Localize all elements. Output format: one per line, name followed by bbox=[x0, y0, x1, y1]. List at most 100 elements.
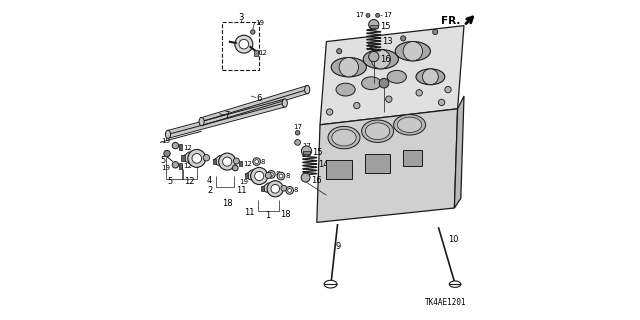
Bar bbox=[179, 163, 182, 169]
Text: 18: 18 bbox=[222, 199, 232, 208]
Text: 8: 8 bbox=[285, 173, 290, 179]
Circle shape bbox=[271, 185, 280, 193]
Circle shape bbox=[339, 58, 358, 77]
Circle shape bbox=[268, 171, 275, 178]
Circle shape bbox=[288, 188, 292, 192]
Circle shape bbox=[204, 155, 210, 161]
Circle shape bbox=[251, 167, 268, 185]
Text: 14: 14 bbox=[319, 160, 329, 169]
Circle shape bbox=[385, 96, 392, 102]
Ellipse shape bbox=[387, 70, 406, 83]
Polygon shape bbox=[454, 96, 464, 208]
Circle shape bbox=[326, 109, 333, 115]
Ellipse shape bbox=[396, 42, 431, 61]
Text: FR.: FR. bbox=[442, 16, 461, 26]
Circle shape bbox=[369, 20, 379, 30]
Ellipse shape bbox=[328, 126, 360, 149]
Text: 19: 19 bbox=[161, 165, 170, 171]
Bar bbox=[303, 151, 310, 154]
Circle shape bbox=[250, 30, 255, 34]
Ellipse shape bbox=[332, 129, 356, 146]
Circle shape bbox=[354, 102, 360, 109]
Circle shape bbox=[296, 131, 300, 135]
Text: 17: 17 bbox=[383, 12, 392, 18]
Ellipse shape bbox=[397, 117, 422, 132]
Polygon shape bbox=[317, 109, 458, 222]
Circle shape bbox=[232, 165, 238, 171]
Ellipse shape bbox=[394, 115, 426, 135]
Bar bbox=[223, 22, 259, 70]
Circle shape bbox=[403, 42, 422, 61]
Polygon shape bbox=[320, 26, 464, 125]
Circle shape bbox=[422, 69, 438, 85]
Circle shape bbox=[401, 36, 406, 41]
Text: 3: 3 bbox=[238, 13, 244, 22]
Circle shape bbox=[234, 158, 239, 164]
Text: 16: 16 bbox=[380, 55, 391, 64]
Text: 8: 8 bbox=[261, 159, 266, 164]
Bar bbox=[326, 160, 352, 179]
Bar bbox=[253, 50, 258, 56]
Bar bbox=[239, 161, 243, 166]
Circle shape bbox=[255, 160, 259, 164]
Text: 17: 17 bbox=[355, 12, 364, 18]
Text: 12: 12 bbox=[184, 145, 192, 151]
Text: 10: 10 bbox=[448, 236, 458, 244]
Ellipse shape bbox=[305, 85, 310, 94]
Text: 12: 12 bbox=[243, 161, 252, 167]
Text: 12: 12 bbox=[184, 164, 192, 169]
Polygon shape bbox=[246, 170, 268, 181]
Circle shape bbox=[416, 90, 422, 96]
Text: 19: 19 bbox=[161, 139, 170, 144]
Ellipse shape bbox=[363, 50, 398, 69]
Text: 17: 17 bbox=[293, 124, 302, 130]
Ellipse shape bbox=[165, 130, 170, 139]
Circle shape bbox=[223, 157, 232, 166]
Circle shape bbox=[433, 29, 438, 35]
Text: 17: 17 bbox=[302, 143, 311, 148]
Ellipse shape bbox=[416, 69, 445, 85]
Circle shape bbox=[235, 35, 253, 53]
Text: 5: 5 bbox=[167, 177, 172, 186]
Circle shape bbox=[265, 172, 271, 179]
Text: 11: 11 bbox=[244, 208, 254, 217]
Bar bbox=[261, 186, 264, 191]
Bar bbox=[212, 159, 216, 164]
Ellipse shape bbox=[362, 77, 381, 90]
Bar bbox=[365, 154, 390, 173]
Text: 19: 19 bbox=[239, 180, 248, 185]
Circle shape bbox=[438, 99, 445, 106]
Circle shape bbox=[371, 50, 390, 69]
Circle shape bbox=[279, 174, 283, 178]
Circle shape bbox=[286, 187, 293, 194]
Text: 16: 16 bbox=[311, 176, 321, 185]
Text: 15: 15 bbox=[380, 22, 390, 31]
Ellipse shape bbox=[362, 120, 394, 142]
Circle shape bbox=[267, 181, 284, 197]
Circle shape bbox=[369, 52, 379, 62]
Circle shape bbox=[219, 153, 236, 170]
Circle shape bbox=[239, 39, 249, 49]
Circle shape bbox=[192, 154, 202, 163]
Circle shape bbox=[369, 42, 374, 47]
Ellipse shape bbox=[332, 58, 366, 77]
Circle shape bbox=[269, 172, 273, 176]
Ellipse shape bbox=[449, 281, 461, 287]
Polygon shape bbox=[214, 156, 236, 167]
Ellipse shape bbox=[199, 117, 204, 126]
Text: 5: 5 bbox=[161, 156, 166, 164]
Circle shape bbox=[301, 173, 310, 182]
Circle shape bbox=[172, 162, 179, 168]
Text: 2: 2 bbox=[207, 186, 212, 195]
Circle shape bbox=[172, 142, 179, 149]
Bar bbox=[403, 150, 422, 166]
Text: 18: 18 bbox=[280, 210, 291, 219]
Text: 1: 1 bbox=[266, 212, 271, 220]
Text: 15: 15 bbox=[312, 148, 323, 156]
Circle shape bbox=[376, 13, 380, 17]
Circle shape bbox=[188, 149, 206, 167]
Ellipse shape bbox=[324, 280, 337, 288]
Bar bbox=[179, 144, 182, 150]
Text: TK4AE1201: TK4AE1201 bbox=[425, 298, 467, 307]
Text: 12: 12 bbox=[259, 50, 268, 56]
